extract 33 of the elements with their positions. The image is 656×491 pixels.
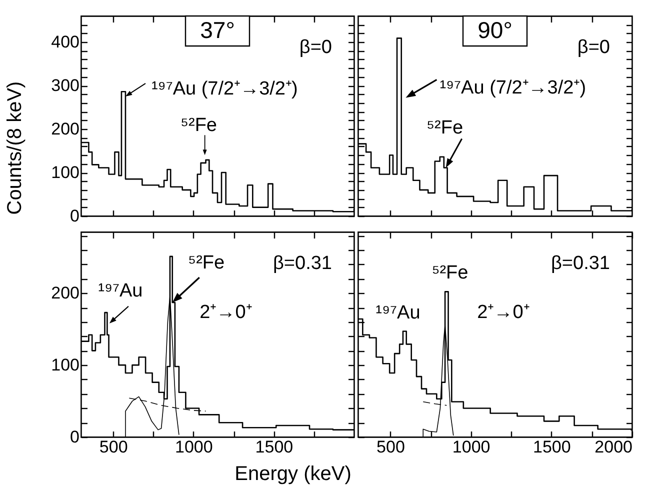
- y-tick-label: 300: [51, 76, 80, 96]
- annotation: 2⁺→0⁺: [200, 302, 252, 323]
- y-tick-label: 100: [51, 356, 80, 375]
- annotation: ¹⁹⁷Au: [376, 302, 420, 324]
- y-tick-label: 200: [51, 120, 80, 139]
- x-tick-label: 1000: [175, 438, 213, 456]
- annotation: ⁵²Fe: [432, 262, 468, 284]
- x-tick-label: 2000: [594, 438, 632, 456]
- y-tick-label: 0: [70, 206, 80, 226]
- annotation: β=0.31: [272, 253, 332, 274]
- x-tick-label: 1500: [255, 438, 294, 456]
- x-axis-title: Energy (keV): [234, 463, 352, 485]
- annotation: ⁵²Fe: [188, 252, 225, 274]
- annotation: ⁵²Fe: [180, 115, 218, 136]
- annotation: 2⁺→0⁺: [477, 302, 530, 323]
- annotation: β=0.31: [550, 253, 610, 274]
- x-tick-label: 1500: [533, 438, 571, 456]
- y-tick-label: 400: [51, 32, 80, 52]
- annotation: ¹⁹⁷Au (7/2⁺→3/2⁺): [151, 78, 298, 100]
- x-tick-label: 1000: [452, 438, 490, 456]
- y-tick-label: 200: [51, 284, 80, 303]
- annotation: ¹⁹⁷Au (7/2⁺→3/2⁺): [440, 78, 586, 99]
- y-tick-label: 100: [51, 163, 80, 182]
- annotation: ⁵²Fe: [426, 118, 464, 139]
- chart-title: 37°: [200, 17, 235, 43]
- x-tick-label: 500: [99, 438, 128, 456]
- chart-title: 90°: [478, 17, 512, 43]
- annotation: β=0: [299, 37, 332, 58]
- annotation: β=0: [577, 37, 610, 58]
- x-tick-label: 500: [376, 438, 405, 456]
- y-tick-label: 0: [70, 428, 80, 446]
- y-axis-title: Counts/(8 keV): [4, 81, 26, 215]
- annotation: ¹⁹⁷Au: [98, 280, 143, 302]
